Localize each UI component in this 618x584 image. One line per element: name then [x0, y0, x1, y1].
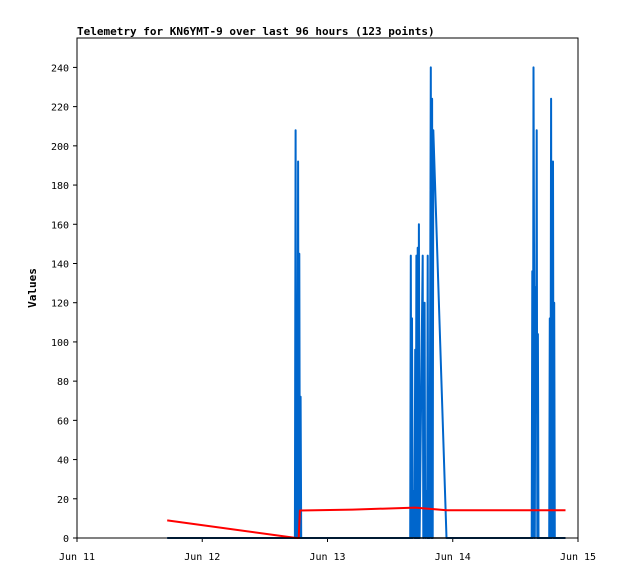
- y-tick-label: 200: [51, 142, 69, 153]
- x-tick-label: Jun 15: [560, 552, 596, 563]
- y-tick-label: 240: [51, 63, 69, 74]
- series-layer: [167, 66, 566, 539]
- y-axis: 0 20 40 60 80 100 120 140 160 180 200 220 240: [51, 63, 77, 545]
- plot-area-frame: [76, 37, 579, 539]
- y-tick-label: 160: [51, 220, 69, 231]
- y-tick-label: 120: [51, 299, 69, 310]
- x-tick-label: Jun 14: [435, 552, 471, 563]
- x-tick-label: Jun 12: [184, 552, 220, 563]
- chart-title: Telemetry for KN6YMT-9 over last 96 hour…: [77, 25, 435, 38]
- y-tick-label: 220: [51, 103, 69, 114]
- y-tick-label: 60: [57, 416, 69, 427]
- x-tick-label: Jun 11: [59, 552, 95, 563]
- y-tick-label: 100: [51, 338, 69, 349]
- y-tick-label: 80: [57, 377, 69, 388]
- y-tick-label: 180: [51, 181, 69, 192]
- y-axis-label: Values: [26, 268, 39, 308]
- y-tick-label: 20: [57, 495, 69, 506]
- y-tick-label: 40: [57, 456, 69, 467]
- y-tick-label: 140: [51, 259, 69, 270]
- y-tick-label: 0: [63, 534, 69, 545]
- x-axis: Jun 11 Jun 12 Jun 13 Jun 14 Jun 15: [59, 538, 596, 563]
- x-tick-label: Jun 13: [309, 552, 345, 563]
